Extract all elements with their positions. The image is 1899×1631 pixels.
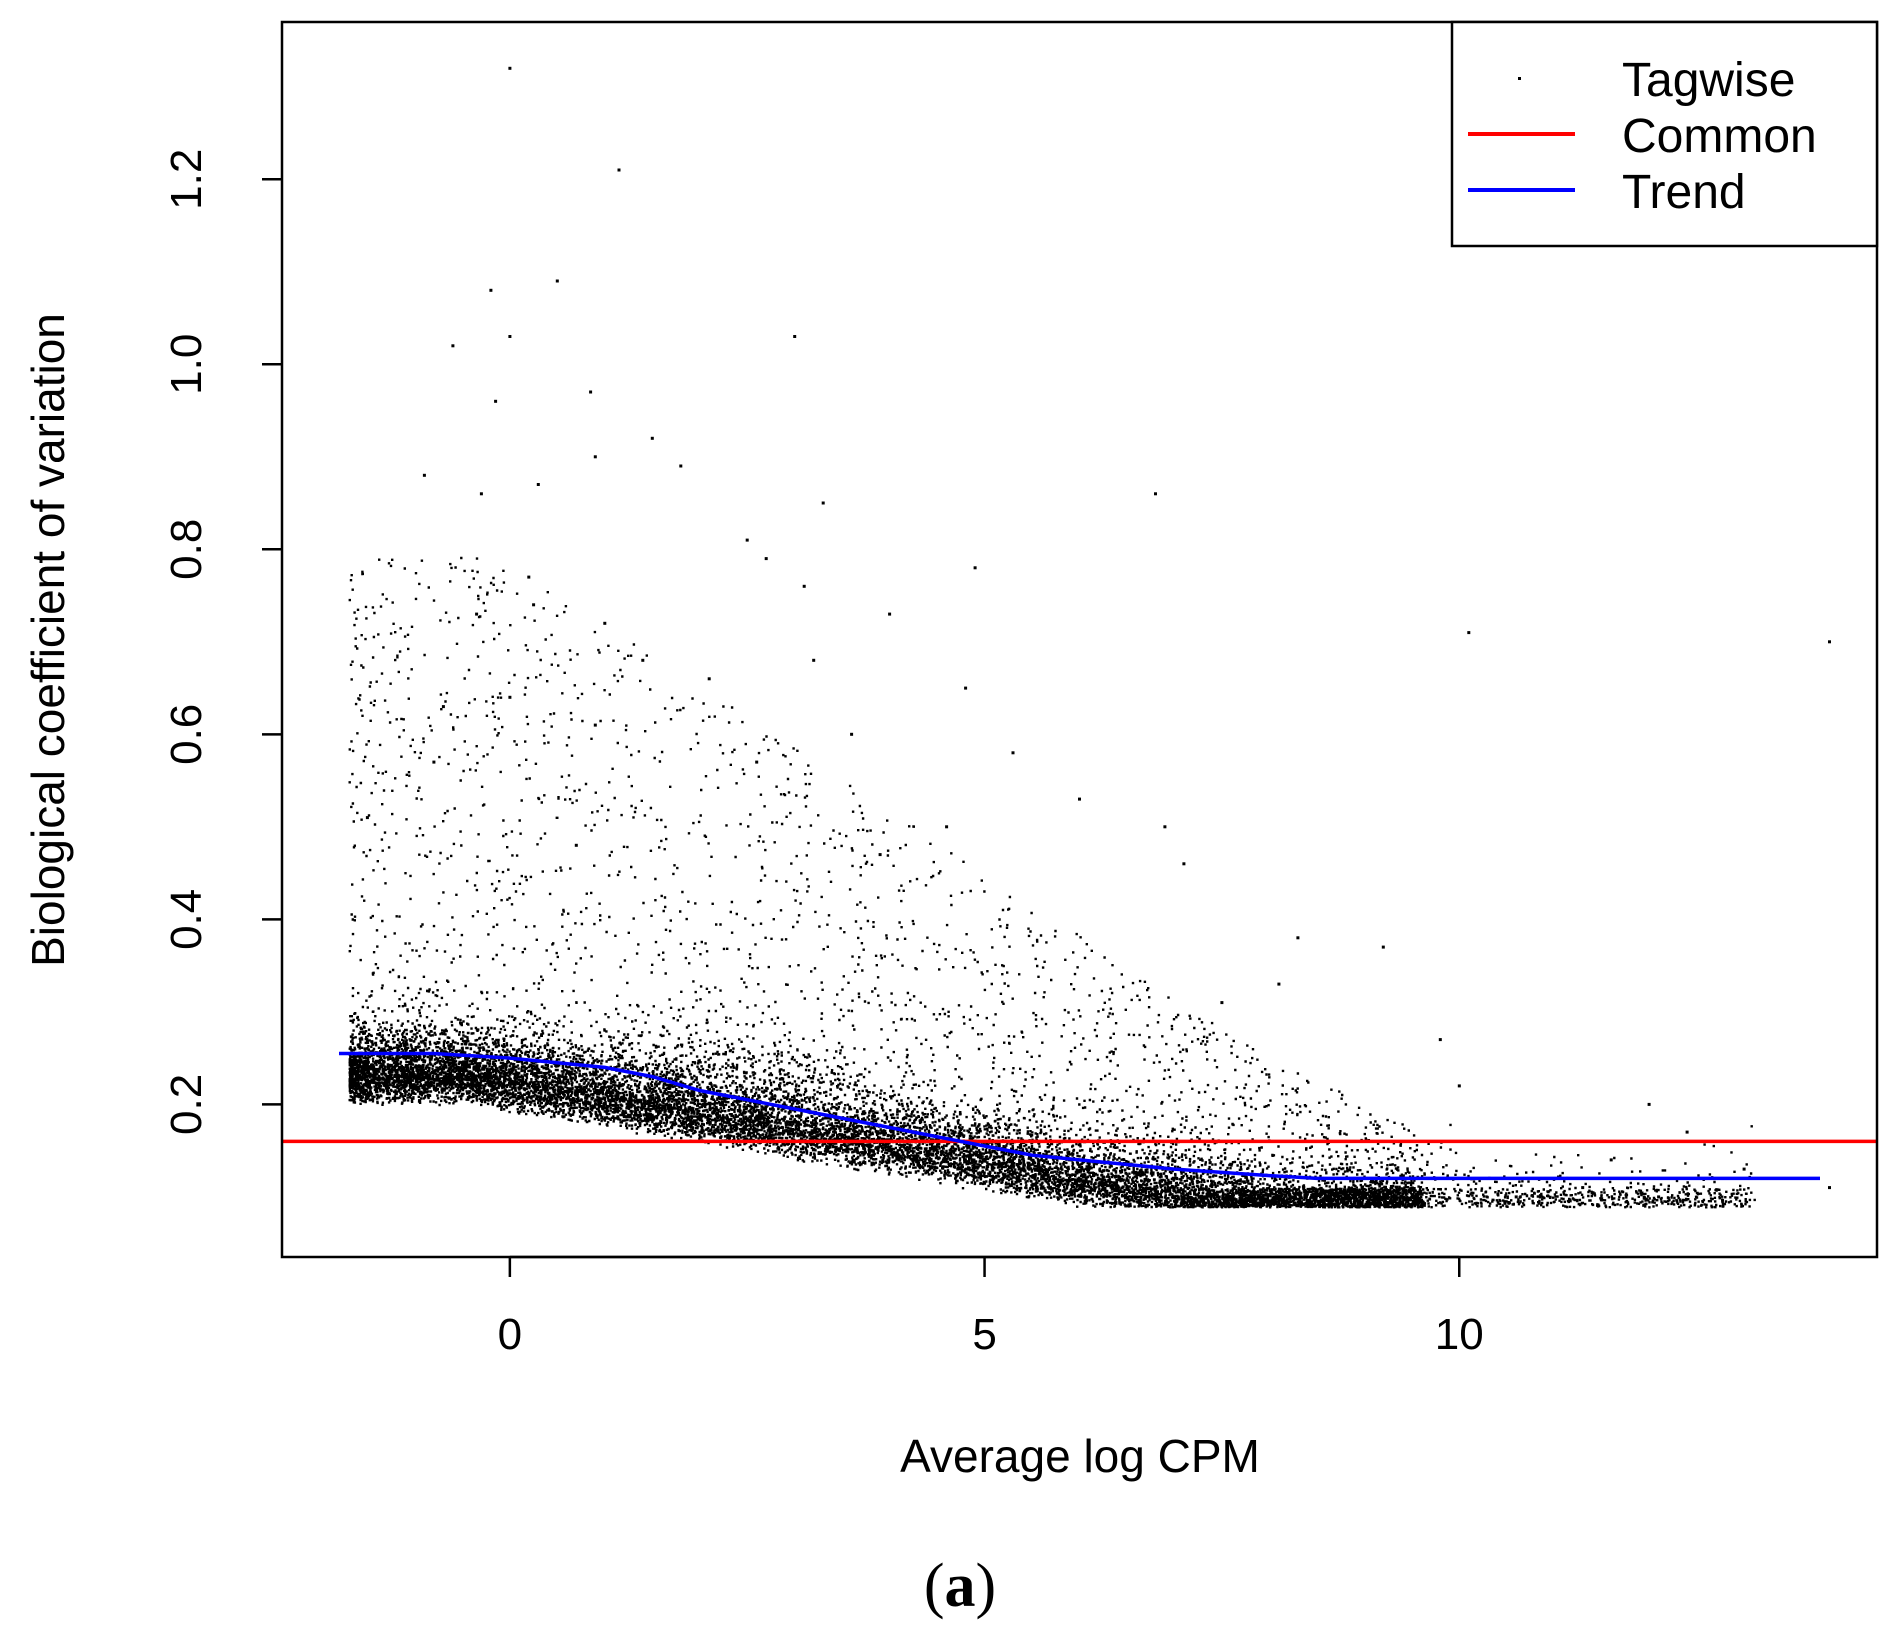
tagwise-point <box>1828 640 1831 644</box>
y-tick-label: 0.2 <box>162 1074 211 1135</box>
tagwise-point <box>593 455 597 459</box>
tagwise-point <box>479 492 483 496</box>
tagwise-point <box>536 483 540 486</box>
tagwise-point <box>1220 1001 1224 1005</box>
panel-label: (a) <box>924 1552 996 1620</box>
tagwise-point <box>593 723 597 727</box>
tagwise-point <box>508 66 512 70</box>
tagwise-point <box>1163 825 1167 829</box>
tagwise-point <box>441 705 445 709</box>
tagwise-point <box>888 612 892 616</box>
x-axis <box>508 1255 1461 1277</box>
tagwise-point <box>603 621 607 625</box>
legend: Tagwise Common Trend <box>1450 20 1879 248</box>
y-tick-label: 0.8 <box>162 519 211 580</box>
tagwise-dense-cloud <box>348 556 1756 1209</box>
tagwise-outlier-points <box>365 66 1831 1199</box>
tagwise-point <box>1381 945 1385 949</box>
tagwise-point <box>617 168 621 172</box>
tagwise-point <box>964 686 968 690</box>
tagwise-point <box>679 464 683 468</box>
y-tick-label: 1.2 <box>162 149 211 210</box>
tagwise-point <box>707 677 711 681</box>
trend-dispersion-line <box>339 1051 1820 1181</box>
tagwise-point <box>1078 797 1081 801</box>
tagwise-point <box>973 566 977 570</box>
tagwise-point <box>422 473 426 477</box>
y-axis <box>262 178 282 1106</box>
tagwise-point <box>1685 1130 1689 1134</box>
panel-label-open: ( <box>924 1552 945 1620</box>
legend-label-tagwise: Tagwise <box>1622 54 1795 107</box>
tagwise-point <box>878 853 882 857</box>
tagwise-point <box>1609 1158 1613 1162</box>
tagwise-point <box>1457 1084 1461 1088</box>
legend-tagwise-marker <box>1518 77 1521 80</box>
tagwise-point <box>555 279 559 283</box>
tagwise-point <box>489 288 493 292</box>
y-axis-title: Biological coefficient of variation <box>22 313 74 967</box>
tagwise-point <box>1154 492 1157 496</box>
panel-label-close: ) <box>976 1552 997 1620</box>
tagwise-point <box>1296 936 1300 940</box>
y-tick-label: 0.6 <box>162 704 211 765</box>
tagwise-point <box>494 399 498 403</box>
tagwise-point <box>365 816 369 820</box>
tagwise-point <box>821 501 825 505</box>
tagwise-point <box>532 603 536 607</box>
tagwise-point <box>432 760 436 764</box>
tagwise-point <box>1467 631 1471 635</box>
tagwise-point <box>793 335 797 338</box>
y-tick-label: 1.0 <box>162 334 211 395</box>
panel-label-letter: a <box>945 1552 976 1620</box>
tagwise-point <box>850 732 854 736</box>
tagwise-point <box>802 584 806 588</box>
tagwise-point <box>641 658 645 662</box>
tagwise-point <box>1011 751 1015 755</box>
tagwise-point <box>812 658 816 662</box>
tagwise-point <box>945 825 949 829</box>
tagwise-point <box>1438 1038 1442 1042</box>
tagwise-point <box>1657 1195 1661 1199</box>
tagwise-point <box>574 843 578 847</box>
tagwise-point <box>755 760 759 764</box>
y-tick-label: 0.4 <box>162 889 211 950</box>
tagwise-point <box>1828 1186 1831 1190</box>
tagwise-cloud-points <box>348 556 1756 1209</box>
x-tick-label: 5 <box>972 1310 996 1359</box>
tagwise-point <box>1514 1195 1518 1199</box>
tagwise-point <box>589 390 593 394</box>
tagwise-point <box>1581 1186 1585 1190</box>
x-tick-label: 10 <box>1435 1310 1484 1359</box>
legend-label-common: Common <box>1622 110 1817 163</box>
legend-label-trend: Trend <box>1622 166 1746 219</box>
x-axis-title: Average log CPM <box>900 1430 1260 1482</box>
tagwise-point <box>650 436 654 440</box>
tagwise-point <box>508 695 512 699</box>
tagwise-point <box>764 557 768 561</box>
x-tick-label: 0 <box>498 1310 522 1359</box>
tagwise-point <box>1742 1167 1746 1171</box>
tagwise-point <box>745 538 749 542</box>
tagwise-point <box>475 612 479 616</box>
tagwise-point <box>508 335 512 338</box>
tagwise-point <box>1647 1102 1651 1106</box>
tagwise-point <box>451 344 455 348</box>
tagwise-point <box>1277 982 1281 986</box>
tagwise-point <box>1182 862 1186 866</box>
tagwise-point <box>527 575 531 579</box>
